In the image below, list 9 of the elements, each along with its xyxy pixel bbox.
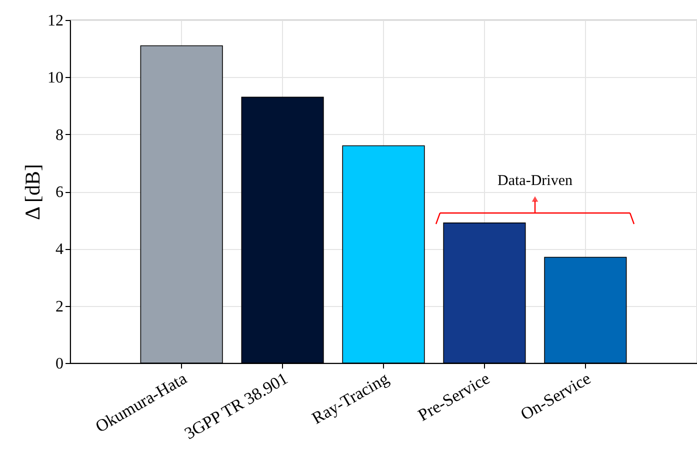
y-tick-label: 0 [56, 356, 64, 372]
y-tick-label: 8 [56, 126, 64, 144]
y-tick-label: 12 [48, 12, 64, 30]
y-axis-title: Δ [dB] [20, 164, 44, 220]
y-tick-label: 6 [56, 184, 64, 201]
y-tick-label: 4 [56, 241, 64, 258]
y-tick-label: 10 [48, 70, 64, 87]
annotation: Data-Driven [498, 173, 573, 189]
y-tick-label: 2 [56, 298, 64, 316]
